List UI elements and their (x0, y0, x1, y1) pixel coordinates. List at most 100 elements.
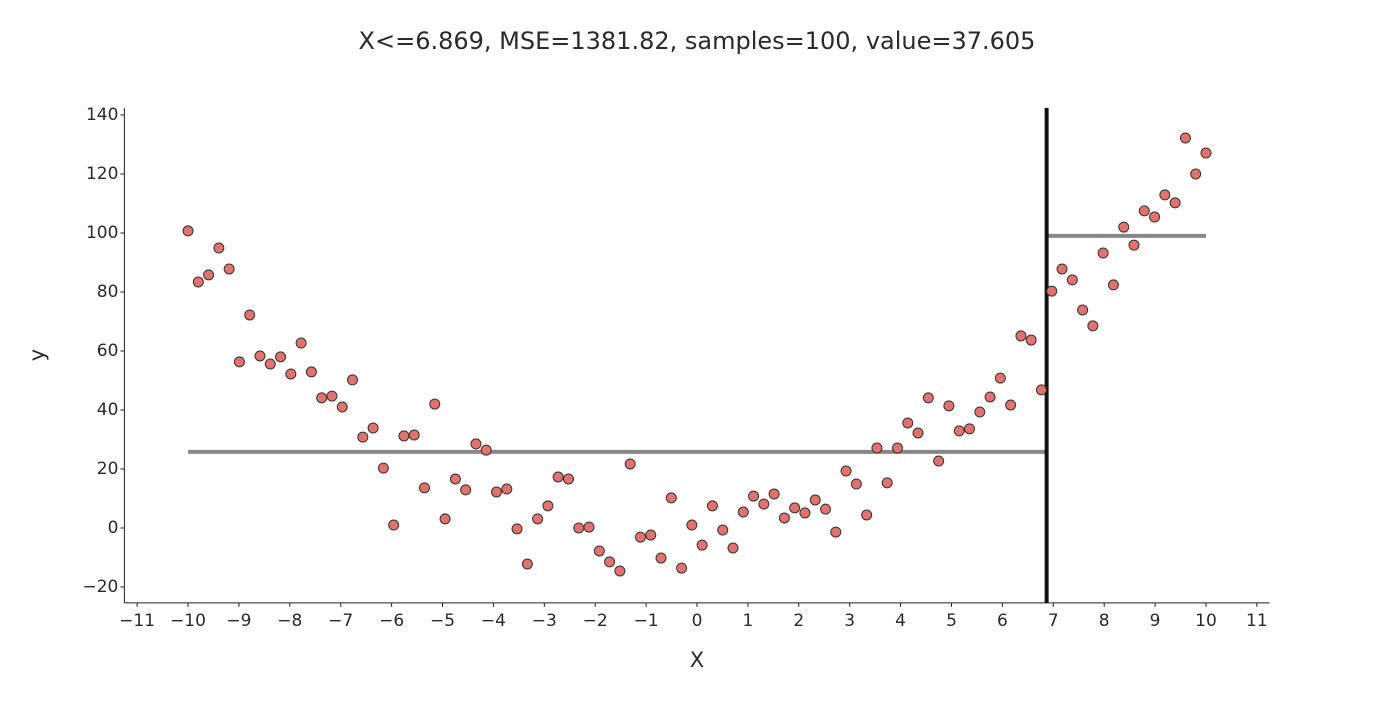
data-point (655, 552, 667, 564)
data-point (768, 488, 780, 500)
data-point (758, 498, 770, 510)
x-tick-label: 9 (1150, 611, 1161, 631)
data-point (676, 562, 688, 574)
data-point (994, 372, 1006, 384)
data-point (398, 430, 410, 442)
data-point (552, 471, 564, 483)
x-tick-label: −1 (634, 611, 659, 631)
data-point (213, 242, 225, 254)
data-point (532, 513, 544, 525)
data-point (696, 539, 708, 551)
data-point (593, 545, 605, 557)
data-point (275, 351, 287, 363)
x-tick-label: 8 (1099, 611, 1110, 631)
x-tick-label: −3 (532, 611, 557, 631)
data-point (562, 473, 574, 485)
data-point (1107, 279, 1119, 291)
data-point (727, 542, 739, 554)
data-point (840, 465, 852, 477)
data-point (233, 356, 245, 368)
data-point (377, 462, 389, 474)
data-point (326, 390, 338, 402)
data-point (460, 484, 472, 496)
data-point (634, 531, 646, 543)
data-point (542, 500, 554, 512)
data-point (1169, 197, 1181, 209)
data-point (182, 225, 194, 237)
data-point (223, 263, 235, 275)
data-point (336, 401, 348, 413)
data-point (902, 417, 914, 429)
data-point (1149, 211, 1161, 223)
x-tick-label: −5 (430, 611, 455, 631)
data-point (964, 423, 976, 435)
data-point (1077, 304, 1089, 316)
data-point (1097, 247, 1109, 259)
x-tick-label: 2 (793, 611, 804, 631)
data-point (367, 422, 379, 434)
x-tick-label: 3 (844, 611, 855, 631)
data-point (984, 391, 996, 403)
data-point (305, 366, 317, 378)
data-point (1035, 384, 1047, 396)
data-point (511, 523, 523, 535)
x-tick-label: 4 (895, 611, 906, 631)
data-point (1005, 399, 1017, 411)
data-point (871, 442, 883, 454)
x-tick-label: −9 (226, 611, 251, 631)
data-point (686, 519, 698, 531)
data-point (1056, 263, 1068, 275)
data-point (809, 494, 821, 506)
data-point (285, 368, 297, 380)
x-tick-label: −7 (328, 611, 353, 631)
data-point (470, 438, 482, 450)
data-point (665, 492, 677, 504)
y-tick-label: −20 (83, 577, 119, 597)
x-tick-label: −10 (170, 611, 206, 631)
x-tick-label: 11 (1246, 611, 1268, 631)
data-point (1066, 274, 1078, 286)
data-point (922, 392, 934, 404)
data-point (203, 269, 215, 281)
data-point (254, 350, 266, 362)
data-point (244, 309, 256, 321)
x-tick-label: 1 (742, 611, 753, 631)
y-tick-label: 0 (108, 518, 119, 538)
data-point (799, 507, 811, 519)
data-point (1128, 239, 1140, 251)
data-point (943, 400, 955, 412)
data-point (933, 455, 945, 467)
data-point (1118, 221, 1130, 233)
data-point (953, 425, 965, 437)
x-tick-label: −2 (583, 611, 608, 631)
x-axis-title: X (690, 648, 704, 672)
data-point (1046, 285, 1058, 297)
x-tick-label: 6 (997, 611, 1008, 631)
data-point (1087, 320, 1099, 332)
y-axis-title: y (25, 349, 49, 361)
data-point (418, 482, 430, 494)
data-point (501, 483, 513, 495)
data-point (583, 521, 595, 533)
data-point (881, 477, 893, 489)
data-point (429, 398, 441, 410)
data-point (295, 337, 307, 349)
data-point (861, 509, 873, 521)
data-point (717, 524, 729, 536)
data-point (439, 513, 451, 525)
data-point (347, 374, 359, 386)
data-point (1138, 205, 1150, 217)
data-point (1015, 330, 1027, 342)
data-point (1159, 189, 1171, 201)
data-point (388, 519, 400, 531)
x-tick-label: 0 (692, 611, 703, 631)
data-point (1025, 334, 1037, 346)
x-tick-label: 10 (1195, 611, 1217, 631)
data-point (449, 473, 461, 485)
x-tick-label: −11 (119, 611, 155, 631)
y-tick-label: 100 (86, 223, 118, 243)
y-tick-label: 60 (97, 341, 119, 361)
data-point (706, 500, 718, 512)
data-point (480, 444, 492, 456)
